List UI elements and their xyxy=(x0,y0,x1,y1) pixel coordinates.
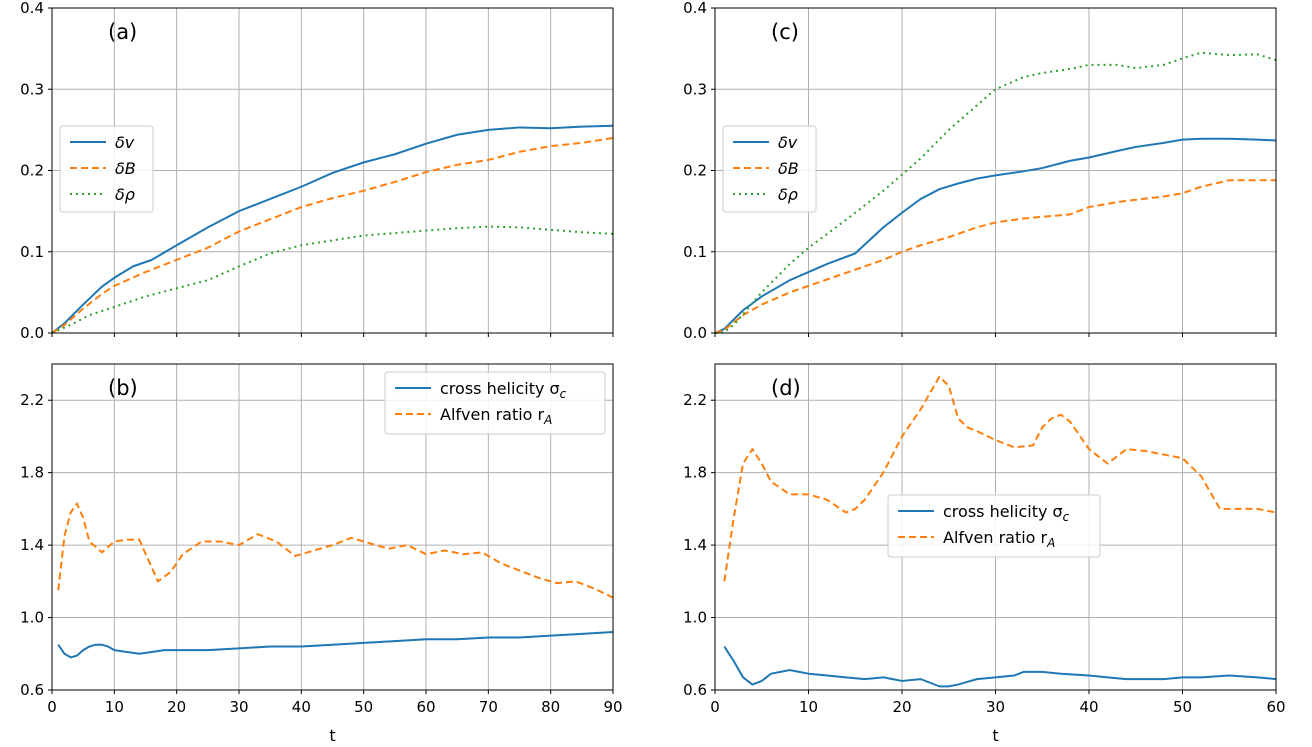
y-tick-label: 0.3 xyxy=(683,80,707,98)
legend-box xyxy=(384,371,606,435)
panel-label: (d) xyxy=(771,376,801,400)
panel-label: (b) xyxy=(108,376,138,400)
x-tick-label: 50 xyxy=(354,698,373,716)
legend-label: δv xyxy=(778,133,798,152)
y-tick-label: 0.6 xyxy=(683,681,707,699)
series-line xyxy=(51,137,614,334)
legend-label: δv xyxy=(115,133,135,152)
x-tick-label: 20 xyxy=(167,698,186,716)
chart-panel: 0.0 0.1 0.2 0.3 0.4 (a) δv δB δρ xyxy=(20,0,614,342)
x-tick-label: 10 xyxy=(105,698,124,716)
legend-box xyxy=(59,125,154,213)
panel-label: (c) xyxy=(771,20,799,44)
x-tick-label: 60 xyxy=(1266,698,1285,716)
x-tick-label: 30 xyxy=(986,698,1005,716)
x-tick-label: 10 xyxy=(799,698,818,716)
panel-label: (a) xyxy=(108,20,137,44)
series-line xyxy=(714,179,1276,334)
series-line xyxy=(714,51,1277,334)
y-tick-label: 1.4 xyxy=(683,536,707,554)
x-tick-label: 40 xyxy=(292,698,311,716)
series-line xyxy=(57,631,614,659)
chart-panel: 0.0 0.1 0.2 0.3 0.4 (c) δv δB δρ xyxy=(683,0,1277,342)
y-tick-label: 1.0 xyxy=(683,609,707,627)
legend: δv δB δρ xyxy=(59,125,154,213)
legend-label: δρ xyxy=(115,185,135,204)
series-line xyxy=(51,124,614,334)
legend: δv δB δρ xyxy=(722,125,817,213)
y-tick-label: 0.2 xyxy=(20,162,44,180)
legend-label: δB xyxy=(115,159,136,178)
legend-label: cross helicity σc xyxy=(943,502,1070,524)
chart-panel: 0 10 20 30 40 50 60 70 80 90 t 0.6 1.0 1.4 1.8 2.2 (b) cr… xyxy=(20,363,623,745)
y-tick-label: 0.2 xyxy=(683,162,707,180)
y-tick-label: 0.4 xyxy=(20,0,44,17)
x-tick-label: 40 xyxy=(1079,698,1098,716)
y-tick-label: 0.4 xyxy=(683,0,707,17)
x-tick-label: 60 xyxy=(416,698,435,716)
x-tick-label: 80 xyxy=(541,698,560,716)
series-line xyxy=(57,502,614,599)
legend-label: Alfven ratio rA xyxy=(440,405,552,427)
x-tick-label: 20 xyxy=(892,698,911,716)
legend-label: δB xyxy=(778,159,799,178)
y-tick-label: 1.0 xyxy=(20,609,44,627)
legend-box xyxy=(722,125,817,213)
x-tick-label: 70 xyxy=(479,698,498,716)
legend-label: δρ xyxy=(778,185,798,204)
y-tick-label: 1.8 xyxy=(20,464,44,482)
y-tick-label: 0.6 xyxy=(20,681,44,699)
legend: cross helicity σc Alfven ratio rA xyxy=(887,494,1101,558)
plot-frame xyxy=(51,363,614,691)
y-tick-label: 0.0 xyxy=(683,324,707,342)
x-tick-label: 0 xyxy=(710,698,720,716)
y-tick-label: 0.1 xyxy=(683,243,707,261)
x-axis-label: t xyxy=(329,726,335,745)
x-axis-label: t xyxy=(992,726,998,745)
y-tick-label: 1.4 xyxy=(20,536,44,554)
y-tick-label: 2.2 xyxy=(20,391,44,409)
y-tick-label: 0.1 xyxy=(20,243,44,261)
series-line xyxy=(714,137,1277,334)
legend-label: cross helicity σc xyxy=(440,379,567,401)
legend: cross helicity σc Alfven ratio rA xyxy=(384,371,606,435)
series-line xyxy=(723,375,1277,582)
series-line xyxy=(723,645,1277,688)
y-tick-label: 0.3 xyxy=(20,80,44,98)
y-tick-label: 0.0 xyxy=(20,324,44,342)
x-tick-label: 30 xyxy=(229,698,248,716)
x-tick-label: 90 xyxy=(603,698,622,716)
x-tick-label: 50 xyxy=(1173,698,1192,716)
chart-panel: 0 10 20 30 40 50 60 t 0.6 1.0 1.4 1.8 2.2 (d) cross he… xyxy=(683,363,1286,745)
series-line xyxy=(51,225,614,334)
legend-box xyxy=(887,494,1101,558)
y-tick-label: 1.8 xyxy=(683,464,707,482)
x-tick-label: 0 xyxy=(47,698,57,716)
y-tick-label: 2.2 xyxy=(683,391,707,409)
legend-label: Alfven ratio rA xyxy=(943,528,1055,550)
